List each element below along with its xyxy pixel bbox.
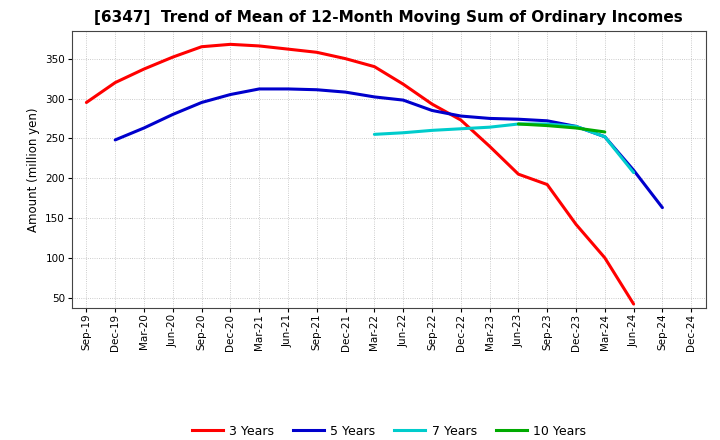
Legend: 3 Years, 5 Years, 7 Years, 10 Years: 3 Years, 5 Years, 7 Years, 10 Years xyxy=(186,420,591,440)
Y-axis label: Amount (million yen): Amount (million yen) xyxy=(27,107,40,231)
Title: [6347]  Trend of Mean of 12-Month Moving Sum of Ordinary Incomes: [6347] Trend of Mean of 12-Month Moving … xyxy=(94,11,683,26)
